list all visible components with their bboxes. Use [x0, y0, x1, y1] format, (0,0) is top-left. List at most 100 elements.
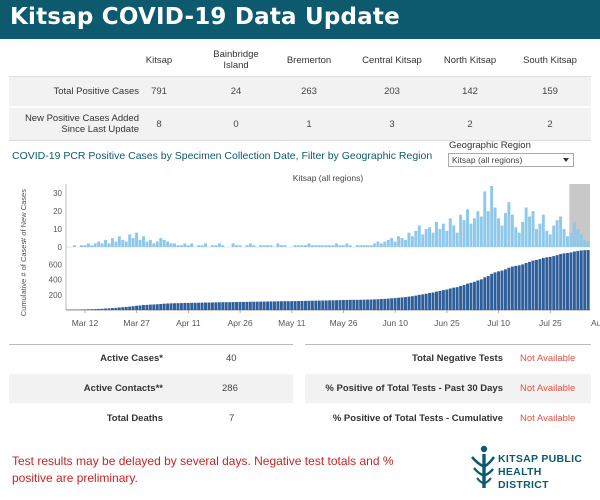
daily-case-bar — [490, 186, 494, 247]
daily-case-bar — [514, 227, 518, 247]
x-tick-label: Apr 26 — [228, 318, 253, 328]
daily-case-bar — [345, 243, 349, 247]
page-title: Kitsap COVID-19 Data Update — [10, 4, 400, 30]
daily-case-bar — [386, 239, 390, 247]
daily-case-bar — [173, 243, 176, 247]
daily-case-bar — [169, 243, 173, 247]
cumulative-case-bar — [414, 295, 418, 310]
cumulative-case-bar — [190, 302, 194, 310]
cumulative-case-bar — [517, 265, 521, 310]
cumulative-case-bar — [335, 300, 338, 310]
x-tick-label: Jun 10 — [382, 318, 408, 328]
daily-case-bar — [500, 225, 504, 247]
region-filter-value: Kitsap (all regions) — [452, 155, 523, 165]
summary-row: Total Deaths 7 % Positive of Total Tests… — [9, 404, 591, 433]
cumulative-case-bar — [493, 272, 497, 310]
daily-case-bar — [210, 245, 214, 247]
row-label-new: New Positive Cases Added Since Last Upda… — [24, 113, 139, 135]
daily-case-bar — [310, 245, 314, 247]
divider — [9, 344, 293, 345]
cumulative-case-bar — [107, 308, 111, 310]
cumulative-case-bar — [421, 294, 425, 310]
cumulative-case-bar — [162, 303, 166, 310]
cumulative-case-bar — [217, 302, 221, 310]
col-header-central: Central Kitsap — [362, 54, 422, 66]
cumulative-case-bar — [224, 302, 228, 310]
daily-case-bar — [276, 243, 280, 247]
cumulative-case-bar — [555, 255, 559, 310]
daily-case-bar — [479, 216, 483, 247]
cell-new-central: 3 — [389, 118, 395, 130]
cell-new-kitsap: 8 — [156, 118, 162, 130]
x-tick-label: May 26 — [330, 318, 358, 328]
daily-case-bar — [559, 216, 563, 247]
cumulative-case-bar — [424, 293, 428, 310]
positive-cumulative-value: Not Available — [520, 413, 576, 424]
daily-case-bar — [262, 245, 266, 247]
cumulative-case-bar — [393, 298, 397, 310]
cumulative-case-bar — [338, 300, 342, 310]
cumulative-case-bar — [317, 300, 321, 310]
cumulative-case-bar — [438, 290, 442, 310]
cumulative-case-bar — [503, 269, 507, 310]
daily-case-bar — [510, 214, 514, 247]
daily-case-bar — [417, 225, 421, 247]
cumulative-case-bar — [552, 256, 556, 310]
cumulative-case-bar — [141, 305, 145, 310]
cumulative-case-bar — [428, 293, 432, 310]
cumulative-case-bar — [255, 301, 259, 310]
cumulative-case-bar — [93, 309, 97, 310]
x-tick-label: Aug 9 — [591, 318, 600, 328]
cumulative-case-bar — [176, 303, 180, 310]
daily-case-bar — [73, 245, 76, 247]
daily-case-bar — [314, 245, 318, 247]
cumulative-case-bar — [121, 307, 125, 310]
cumulative-case-bar — [245, 301, 249, 310]
daily-case-bar — [183, 243, 187, 247]
daily-case-bar — [166, 241, 170, 247]
daily-case-bar — [145, 241, 149, 247]
cumulative-case-bar — [321, 300, 325, 310]
cumulative-case-bar — [324, 300, 328, 310]
daily-case-bar — [383, 241, 387, 247]
daily-case-bar — [100, 243, 104, 247]
chevron-down-icon — [563, 158, 569, 162]
y-tick-label: 10 — [53, 225, 62, 234]
daily-case-bar — [141, 236, 145, 247]
x-tick-label: May 11 — [278, 318, 306, 328]
daily-case-bar — [497, 218, 501, 247]
region-filter-select[interactable]: Kitsap (all regions) — [448, 153, 574, 167]
cumulative-case-bar — [531, 260, 535, 310]
row-bg — [9, 374, 293, 403]
daily-case-bar — [476, 211, 480, 247]
col-header-bremerton: Bremerton — [286, 54, 332, 66]
cumulative-case-bar — [200, 302, 204, 310]
cell-new-bainbridge: 0 — [233, 118, 239, 130]
daily-case-bar — [562, 229, 566, 247]
cumulative-case-bar — [345, 299, 349, 310]
daily-case-bar — [104, 239, 108, 247]
daily-case-bar — [248, 243, 252, 247]
y-axis-title: # of New Cases — [19, 189, 28, 242]
cumulative-case-bar — [124, 307, 128, 310]
cell-total-north: 142 — [462, 86, 478, 97]
cumulative-case-bar — [372, 299, 376, 310]
cumulative-case-bar — [486, 276, 490, 310]
cumulative-case-bar — [159, 303, 163, 310]
daily-case-bar — [152, 243, 156, 247]
active-contacts-label: Active Contacts** — [83, 383, 163, 394]
daily-case-bar — [114, 241, 118, 247]
daily-case-bar — [107, 243, 111, 247]
daily-case-bar — [197, 245, 201, 247]
cumulative-case-bar — [279, 301, 283, 310]
cumulative-case-bar — [469, 282, 473, 310]
daily-case-bar — [483, 191, 487, 247]
daily-case-bar — [304, 245, 307, 247]
summary-row: Active Contacts** 286 % Positive of Tota… — [9, 374, 591, 403]
cumulative-case-bar — [403, 297, 407, 310]
daily-case-bar — [428, 227, 432, 247]
x-tick-label: Jul 25 — [539, 318, 562, 328]
cumulative-case-bar — [331, 300, 335, 310]
cumulative-case-bar — [441, 290, 445, 310]
daily-case-bar — [283, 245, 287, 247]
